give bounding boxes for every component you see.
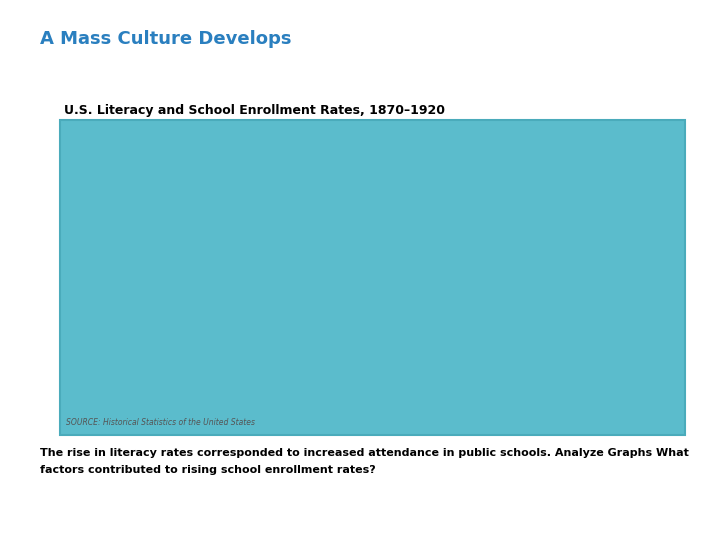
Text: Enrollment rates: whites: Enrollment rates: whites <box>375 351 503 361</box>
Bar <box>507 149 541 335</box>
Text: SOURCE: Historical Statistics of the United States: SOURCE: Historical Statistics of the Uni… <box>66 418 255 427</box>
Enrollment rates: African Americans, other non-whites: (1.89e+03, 33): African Americans, other non-whites: (1.… <box>346 266 354 272</box>
Text: factors contributed to rising school enrollment rates?: factors contributed to rising school enr… <box>40 465 375 475</box>
Bar <box>333 165 367 335</box>
Text: U.S. Literacy and School Enrollment Rates, 1870–1920: U.S. Literacy and School Enrollment Rate… <box>63 104 445 117</box>
Line: Enrollment rates: whites: Enrollment rates: whites <box>176 205 611 227</box>
Enrollment rates: whites: (1.87e+03, 54): whites: (1.87e+03, 54) <box>171 224 180 230</box>
Text: A Mass Culture Develops: A Mass Culture Develops <box>40 30 291 48</box>
Y-axis label: Percentage of population: Percentage of population <box>75 165 85 305</box>
Enrollment rates: African Americans, other non-whites: (1.87e+03, 7): African Americans, other non-whites: (1.… <box>171 318 180 324</box>
Enrollment rates: African Americans, other non-whites: (1.92e+03, 53): African Americans, other non-whites: (1.… <box>607 226 616 232</box>
Bar <box>594 145 629 335</box>
Bar <box>334 391 375 405</box>
Bar <box>246 171 280 335</box>
Line: Enrollment rates: African Americans, other non-whites: Enrollment rates: African Americans, oth… <box>176 229 611 321</box>
Bar <box>420 157 454 335</box>
Text: The rise in literacy rates corresponded to increased attendance in public school: The rise in literacy rates corresponded … <box>40 449 688 458</box>
Enrollment rates: whites: (1.9e+03, 54): whites: (1.9e+03, 54) <box>433 224 441 230</box>
Enrollment rates: whites: (1.89e+03, 58): whites: (1.89e+03, 58) <box>346 216 354 222</box>
Enrollment rates: African Americans, other non-whites: (1.91e+03, 45): African Americans, other non-whites: (1.… <box>520 242 528 248</box>
Text: Literacy rates: Literacy rates <box>375 393 447 403</box>
Text: Enrollment rates: African Americans, other non-whites: Enrollment rates: African Americans, oth… <box>375 372 660 382</box>
Enrollment rates: whites: (1.92e+03, 65): whites: (1.92e+03, 65) <box>607 202 616 208</box>
Enrollment rates: whites: (1.91e+03, 63): whites: (1.91e+03, 63) <box>520 206 528 212</box>
Enrollment rates: whites: (1.88e+03, 63): whites: (1.88e+03, 63) <box>258 206 267 212</box>
Enrollment rates: African Americans, other non-whites: (1.9e+03, 32): African Americans, other non-whites: (1.… <box>433 268 441 274</box>
Enrollment rates: African Americans, other non-whites: (1.88e+03, 34): African Americans, other non-whites: (1.… <box>258 264 267 270</box>
Bar <box>158 175 194 335</box>
